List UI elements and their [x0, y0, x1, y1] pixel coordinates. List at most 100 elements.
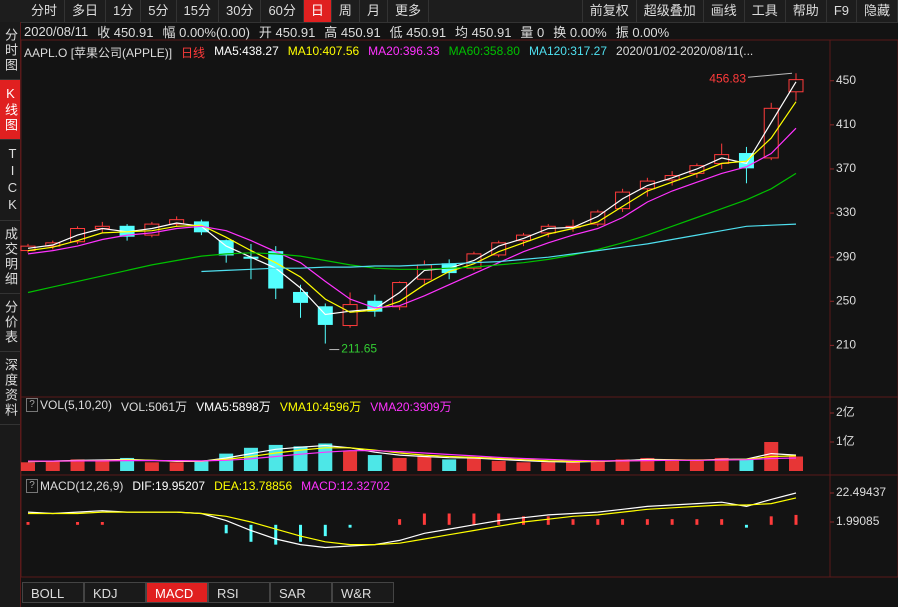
indicator-tab[interactable]: RSI [208, 581, 270, 603]
period-button[interactable]: 30分 [219, 0, 262, 22]
volume-bar [392, 457, 407, 471]
candle-body [119, 225, 135, 237]
volume-bar [714, 457, 729, 471]
candle-body [639, 180, 655, 190]
candle-body [317, 306, 333, 325]
volume-bar [566, 462, 581, 471]
help-icon[interactable]: ? [26, 398, 38, 412]
volume-bar [739, 459, 754, 471]
y-tick-label: 290 [836, 249, 856, 263]
side-tabs: 分时图 K线图 TICK 成交明细 分价表 深度资料 [0, 22, 21, 607]
indicator-tab[interactable]: KDJ [84, 581, 146, 603]
volume-bar [615, 459, 630, 471]
y-tick-label: 330 [836, 205, 856, 219]
help-icon[interactable]: ? [26, 479, 38, 493]
period-button[interactable]: 月 [360, 0, 388, 22]
candle-body [565, 225, 581, 228]
candle-body [193, 221, 209, 233]
tool-button[interactable]: 前复权 [581, 0, 637, 22]
candle-body [466, 253, 482, 269]
indicator-tab[interactable]: SAR [270, 581, 332, 603]
volume-bar [194, 460, 209, 471]
quote-field: 量 0 [520, 24, 545, 40]
period-button[interactable]: 分时 [24, 0, 66, 22]
candle-body [416, 264, 432, 280]
volume-bar [516, 462, 531, 471]
y-tick-label: 450 [836, 73, 856, 87]
candle-body [491, 242, 507, 256]
bottom-tabs: BOLL KDJ MACD RSI SAR W&R [22, 581, 394, 603]
candle-body [763, 107, 779, 159]
period-button[interactable]: 15分 [177, 0, 219, 22]
legend-entry: MA20:396.33 [368, 44, 440, 58]
y-tick-label: 1亿 [836, 433, 855, 448]
ma-line [27, 101, 797, 313]
period-button[interactable]: 1分 [106, 0, 142, 22]
candle-body [664, 175, 680, 181]
indicator-tab[interactable]: BOLL [22, 581, 84, 603]
ma-line [28, 450, 797, 462]
low-label: 211.65 [341, 342, 377, 356]
volume-bar [541, 462, 556, 471]
period-button[interactable]: 60分 [261, 0, 304, 22]
volume-bar [95, 460, 110, 471]
quote-row: 2020/08/11 收 450.91 幅 0.00%(0.00) 开 450.91 高… [24, 22, 669, 40]
indicator-tab[interactable]: W&R [332, 581, 394, 603]
ma-line [201, 223, 797, 273]
candle-body [540, 225, 556, 234]
price-legend: AAPL.O [苹果公司(APPLE)] 日线 MA5:438.27 MA10:407… [24, 44, 753, 61]
quote-field: 低 450.91 [389, 24, 447, 40]
ma-line [27, 81, 797, 316]
candle-body [169, 219, 185, 225]
tool-button[interactable]: 隐藏 [857, 0, 898, 22]
period-button[interactable]: 日 [303, 0, 332, 22]
chart-title: VOL(5,10,20) [40, 398, 113, 412]
tool-button[interactable]: 画线 [704, 0, 745, 22]
value-label: VOL:5061万 [121, 400, 188, 414]
ma-line [28, 497, 797, 546]
volume-bar [442, 459, 457, 471]
candle-body [342, 304, 358, 327]
side-tab[interactable]: 分时图 [0, 22, 20, 80]
volume-bar [45, 460, 60, 471]
volume-bar [21, 462, 35, 471]
volume-bar [466, 457, 481, 471]
side-tab[interactable]: 成交明细 [0, 221, 20, 294]
tool-button[interactable]: F9 [827, 0, 857, 22]
quote-field: 振 0.00% [615, 24, 670, 40]
candle-body [714, 154, 730, 164]
legend-entry: MA5:438.27 [214, 44, 279, 58]
side-tab[interactable]: 深度资料 [0, 352, 20, 425]
period-button[interactable]: 多日 [65, 0, 107, 22]
volume-bar [789, 456, 803, 471]
tool-button[interactable]: 工具 [745, 0, 786, 22]
y-tick-label: 210 [836, 338, 856, 352]
y-tick-label: 1.99085 [836, 514, 880, 528]
quote-field: 换 0.00% [553, 24, 607, 40]
volume-bar [367, 455, 382, 471]
side-tab[interactable]: K线图 [0, 80, 20, 140]
candle-body [268, 251, 284, 289]
tool-button[interactable]: 帮助 [786, 0, 827, 22]
side-tab[interactable]: 分价表 [0, 294, 20, 352]
period-button[interactable]: 周 [332, 0, 360, 22]
ma-line [27, 127, 797, 309]
indicator-tab[interactable]: MACD [146, 581, 208, 603]
volume-bar [169, 462, 184, 471]
side-tab[interactable]: TICK [0, 140, 20, 221]
quote-field: 均 450.91 [455, 24, 512, 40]
quote-field: 收 450.91 [97, 24, 154, 40]
ma-line [27, 172, 797, 294]
volume-bar [491, 460, 506, 471]
volume-bar [689, 460, 704, 471]
period-label: 日线 [181, 46, 206, 60]
period-button[interactable]: 更多 [388, 0, 429, 22]
y-tick-label: 370 [836, 161, 856, 175]
legend-entry: DIF:19.95207 [132, 479, 206, 493]
legend-entry: MA10:407.56 [287, 44, 360, 58]
tool-button[interactable]: 超级叠加 [637, 0, 704, 22]
period-button[interactable]: 5分 [141, 0, 177, 22]
legend-entry: VMA10:4596万 [279, 400, 362, 414]
